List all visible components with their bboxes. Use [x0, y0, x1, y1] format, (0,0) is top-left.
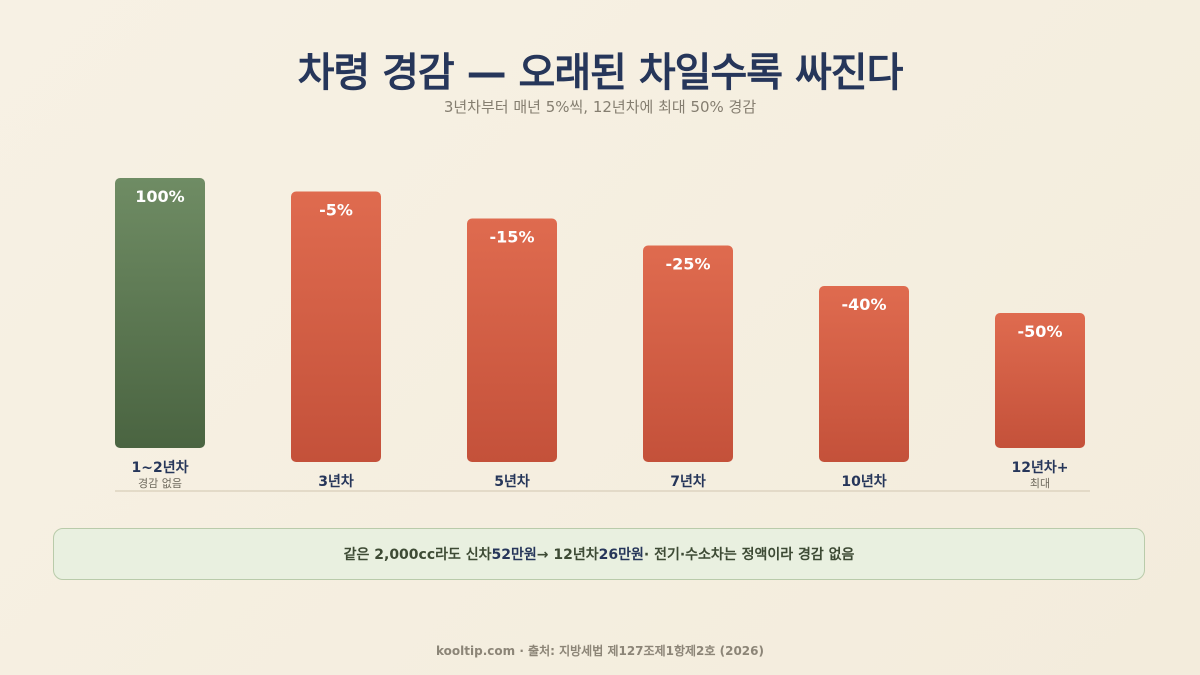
category-label-1: 1~2년차 [132, 460, 189, 476]
bar-6 [995, 313, 1085, 448]
chart-subtitle: 3년차부터 매년 5%씩, 12년차에 최대 50% 경감 [443, 98, 757, 116]
bar-value-label-1: 100% [135, 187, 184, 206]
bar-value-label-4: -25% [666, 255, 711, 274]
bar-value-label-5: -40% [842, 295, 887, 314]
bar-1 [115, 178, 205, 448]
category-sublabel-6: 최대 [1030, 477, 1050, 490]
bar-4 [643, 245, 733, 462]
note-box: 같은 2,000cc라도 신차 52만원 → 12년차 26만원 · 전기·수소… [53, 528, 1145, 580]
category-label-4: 7년차 [670, 474, 706, 490]
note-text-1: 같은 2,000cc라도 신차 [343, 547, 492, 563]
category-label-5: 10년차 [841, 474, 886, 490]
bar-value-label-6: -50% [1018, 322, 1063, 341]
bar-2 [291, 191, 381, 462]
category-label-2: 3년차 [318, 474, 354, 490]
bar-value-label-2: -5% [319, 201, 353, 220]
note-highlight-new-car: 52만원 [491, 547, 537, 563]
category-sublabel-1: 경감 없음 [138, 477, 182, 490]
note-text-3: · 전기·수소차는 정액이라 경감 없음 [643, 547, 855, 563]
chart-title: 차령 경감 — 오래된 차일수록 싸진다 [297, 50, 904, 96]
category-label-3: 5년차 [494, 474, 530, 490]
bar-5 [819, 286, 909, 462]
category-label-6: 12년차+ [1012, 460, 1069, 476]
note-text-2: → 12년차 [536, 547, 599, 563]
footer-source: kooltip.com · 출처: 지방세법 제127조제1항제2호 (2026… [436, 644, 764, 658]
bar-3 [467, 218, 557, 462]
note-highlight-old-car: 26만원 [598, 547, 644, 563]
bar-value-label-3: -15% [490, 228, 535, 247]
